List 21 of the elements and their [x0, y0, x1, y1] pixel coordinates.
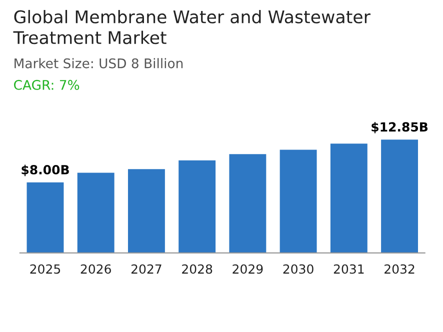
- chart-subtitle: Market Size: USD 8 Billion: [14, 58, 183, 68]
- x-tick-label: 2029: [232, 264, 263, 274]
- x-tick-label: 2028: [182, 264, 212, 274]
- x-tick-label: 2030: [283, 264, 314, 274]
- x-tick-label: 2026: [80, 264, 111, 274]
- bar: [330, 144, 368, 253]
- data-label: $12.85B: [372, 122, 428, 134]
- bar: [178, 160, 216, 253]
- x-tick-label: 2032: [384, 264, 414, 274]
- bar: [280, 150, 317, 253]
- bar: [77, 172, 114, 253]
- chart-title: Global Membrane Water and Wastewater Treatment Market: [13, 10, 370, 44]
- x-tick-label: 2025: [30, 264, 60, 274]
- data-label: $8.00B: [22, 164, 69, 176]
- text: CAGR: 7%: [14, 80, 80, 90]
- x-tick-label: 2031: [334, 264, 364, 274]
- bar: [128, 169, 165, 253]
- bar: [26, 182, 64, 253]
- x-tick-label: 2027: [131, 264, 162, 274]
- bar: [229, 154, 266, 253]
- bar: [381, 140, 418, 253]
